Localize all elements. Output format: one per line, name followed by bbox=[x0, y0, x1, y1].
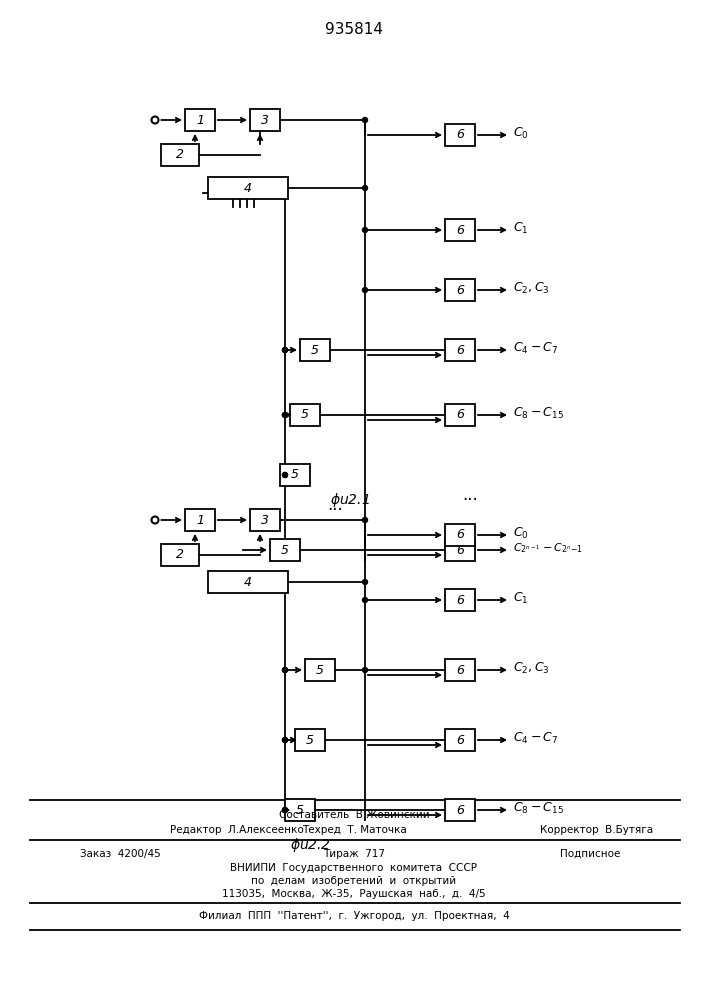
Circle shape bbox=[363, 518, 368, 522]
Circle shape bbox=[363, 580, 368, 584]
Bar bbox=[445, 659, 475, 681]
Bar bbox=[445, 729, 475, 751]
Text: 4: 4 bbox=[244, 576, 252, 588]
Text: 6: 6 bbox=[456, 528, 464, 542]
Bar bbox=[445, 799, 475, 821]
Text: 6: 6 bbox=[456, 544, 464, 556]
Text: 6: 6 bbox=[456, 804, 464, 816]
Text: 2: 2 bbox=[176, 548, 184, 562]
Text: $C_2, C_3$: $C_2, C_3$ bbox=[513, 660, 549, 676]
Text: 6: 6 bbox=[456, 408, 464, 422]
Text: $C_{2^{n-1}}-C_{2^n{-}1}$: $C_{2^{n-1}}-C_{2^n{-}1}$ bbox=[513, 541, 583, 555]
Text: 3: 3 bbox=[261, 113, 269, 126]
Bar bbox=[270, 539, 300, 561]
Circle shape bbox=[283, 808, 288, 812]
Text: 6: 6 bbox=[456, 224, 464, 236]
Text: $\phi$u2.1: $\phi$u2.1 bbox=[330, 491, 370, 509]
Text: ...: ... bbox=[327, 496, 343, 514]
Circle shape bbox=[363, 668, 368, 672]
Text: Составитель  В.Жовинский: Составитель В.Жовинский bbox=[279, 810, 429, 820]
Bar bbox=[305, 659, 335, 681]
Circle shape bbox=[283, 668, 288, 672]
Bar bbox=[280, 464, 310, 486]
Text: 935814: 935814 bbox=[325, 22, 383, 37]
Text: $C_0$: $C_0$ bbox=[513, 125, 529, 141]
Text: $C_8-C_{15}$: $C_8-C_{15}$ bbox=[513, 800, 564, 816]
Text: 5: 5 bbox=[296, 804, 304, 816]
Text: Тираж  717: Тираж 717 bbox=[323, 849, 385, 859]
Text: 5: 5 bbox=[281, 544, 289, 556]
Circle shape bbox=[363, 186, 368, 190]
Text: Заказ  4200/45: Заказ 4200/45 bbox=[80, 849, 160, 859]
Text: 6: 6 bbox=[456, 344, 464, 357]
Text: $C_4-C_7$: $C_4-C_7$ bbox=[513, 730, 559, 746]
Text: $\phi$u2.2: $\phi$u2.2 bbox=[290, 836, 330, 854]
Text: 2: 2 bbox=[176, 148, 184, 161]
Text: 1: 1 bbox=[196, 113, 204, 126]
Bar bbox=[208, 571, 288, 593]
Circle shape bbox=[283, 473, 288, 478]
Text: ВНИИПИ  Государственного  комитета  СССР: ВНИИПИ Государственного комитета СССР bbox=[230, 863, 477, 873]
Text: 5: 5 bbox=[291, 468, 299, 482]
Bar bbox=[445, 279, 475, 301]
Text: $C_8-C_{15}$: $C_8-C_{15}$ bbox=[513, 405, 564, 421]
Text: 1: 1 bbox=[196, 514, 204, 526]
Text: 5: 5 bbox=[311, 344, 319, 357]
Bar bbox=[161, 144, 199, 166]
Bar bbox=[445, 219, 475, 241]
Text: Подписное: Подписное bbox=[560, 849, 620, 859]
Bar bbox=[445, 124, 475, 146]
Circle shape bbox=[283, 348, 288, 353]
Circle shape bbox=[363, 288, 368, 292]
Bar bbox=[445, 404, 475, 426]
Circle shape bbox=[283, 473, 288, 478]
Circle shape bbox=[283, 412, 288, 418]
Text: 4: 4 bbox=[244, 182, 252, 194]
Text: $C_1$: $C_1$ bbox=[513, 220, 528, 236]
Text: 6: 6 bbox=[456, 664, 464, 676]
Circle shape bbox=[283, 668, 288, 672]
Bar bbox=[250, 109, 280, 131]
Text: 6: 6 bbox=[456, 593, 464, 606]
Circle shape bbox=[283, 808, 288, 812]
Circle shape bbox=[363, 228, 368, 232]
Text: 5: 5 bbox=[316, 664, 324, 676]
Text: Филиал  ППП  ''Патент'',  г.  Ужгород,  ул.  Проектная,  4: Филиал ППП ''Патент'', г. Ужгород, ул. П… bbox=[199, 911, 509, 921]
Bar bbox=[208, 177, 288, 199]
Bar bbox=[445, 524, 475, 546]
Bar bbox=[185, 509, 215, 531]
Circle shape bbox=[283, 412, 288, 418]
Bar bbox=[445, 589, 475, 611]
Text: по  делам  изобретений  и  открытий: по делам изобретений и открытий bbox=[252, 876, 457, 886]
Circle shape bbox=[363, 597, 368, 602]
Text: Корректор  В.Бутяга: Корректор В.Бутяга bbox=[540, 825, 653, 835]
Text: $C_2, C_3$: $C_2, C_3$ bbox=[513, 280, 549, 296]
Bar bbox=[445, 539, 475, 561]
Text: 6: 6 bbox=[456, 734, 464, 746]
Bar bbox=[161, 544, 199, 566]
Text: $C_1$: $C_1$ bbox=[513, 590, 528, 606]
Circle shape bbox=[363, 117, 368, 122]
Bar bbox=[185, 109, 215, 131]
Bar bbox=[250, 509, 280, 531]
Bar bbox=[295, 729, 325, 751]
Text: 113035,  Москва,  Ж-35,  Раушская  наб.,  д.  4/5: 113035, Москва, Ж-35, Раушская наб., д. … bbox=[222, 889, 486, 899]
Text: 6: 6 bbox=[456, 128, 464, 141]
Text: $C_4-C_7$: $C_4-C_7$ bbox=[513, 340, 559, 356]
Text: 6: 6 bbox=[456, 284, 464, 296]
Bar bbox=[300, 339, 330, 361]
Text: 3: 3 bbox=[261, 514, 269, 526]
Text: $C_0$: $C_0$ bbox=[513, 525, 529, 541]
Bar bbox=[290, 404, 320, 426]
Text: Техред  Т. Маточка: Техред Т. Маточка bbox=[302, 825, 407, 835]
Circle shape bbox=[283, 738, 288, 742]
Circle shape bbox=[283, 738, 288, 742]
Bar bbox=[445, 339, 475, 361]
Text: 5: 5 bbox=[301, 408, 309, 422]
Text: ...: ... bbox=[462, 486, 478, 504]
Circle shape bbox=[283, 348, 288, 353]
Text: Редактор  Л.Алексеенко: Редактор Л.Алексеенко bbox=[170, 825, 304, 835]
Bar bbox=[285, 799, 315, 821]
Text: 5: 5 bbox=[306, 734, 314, 746]
